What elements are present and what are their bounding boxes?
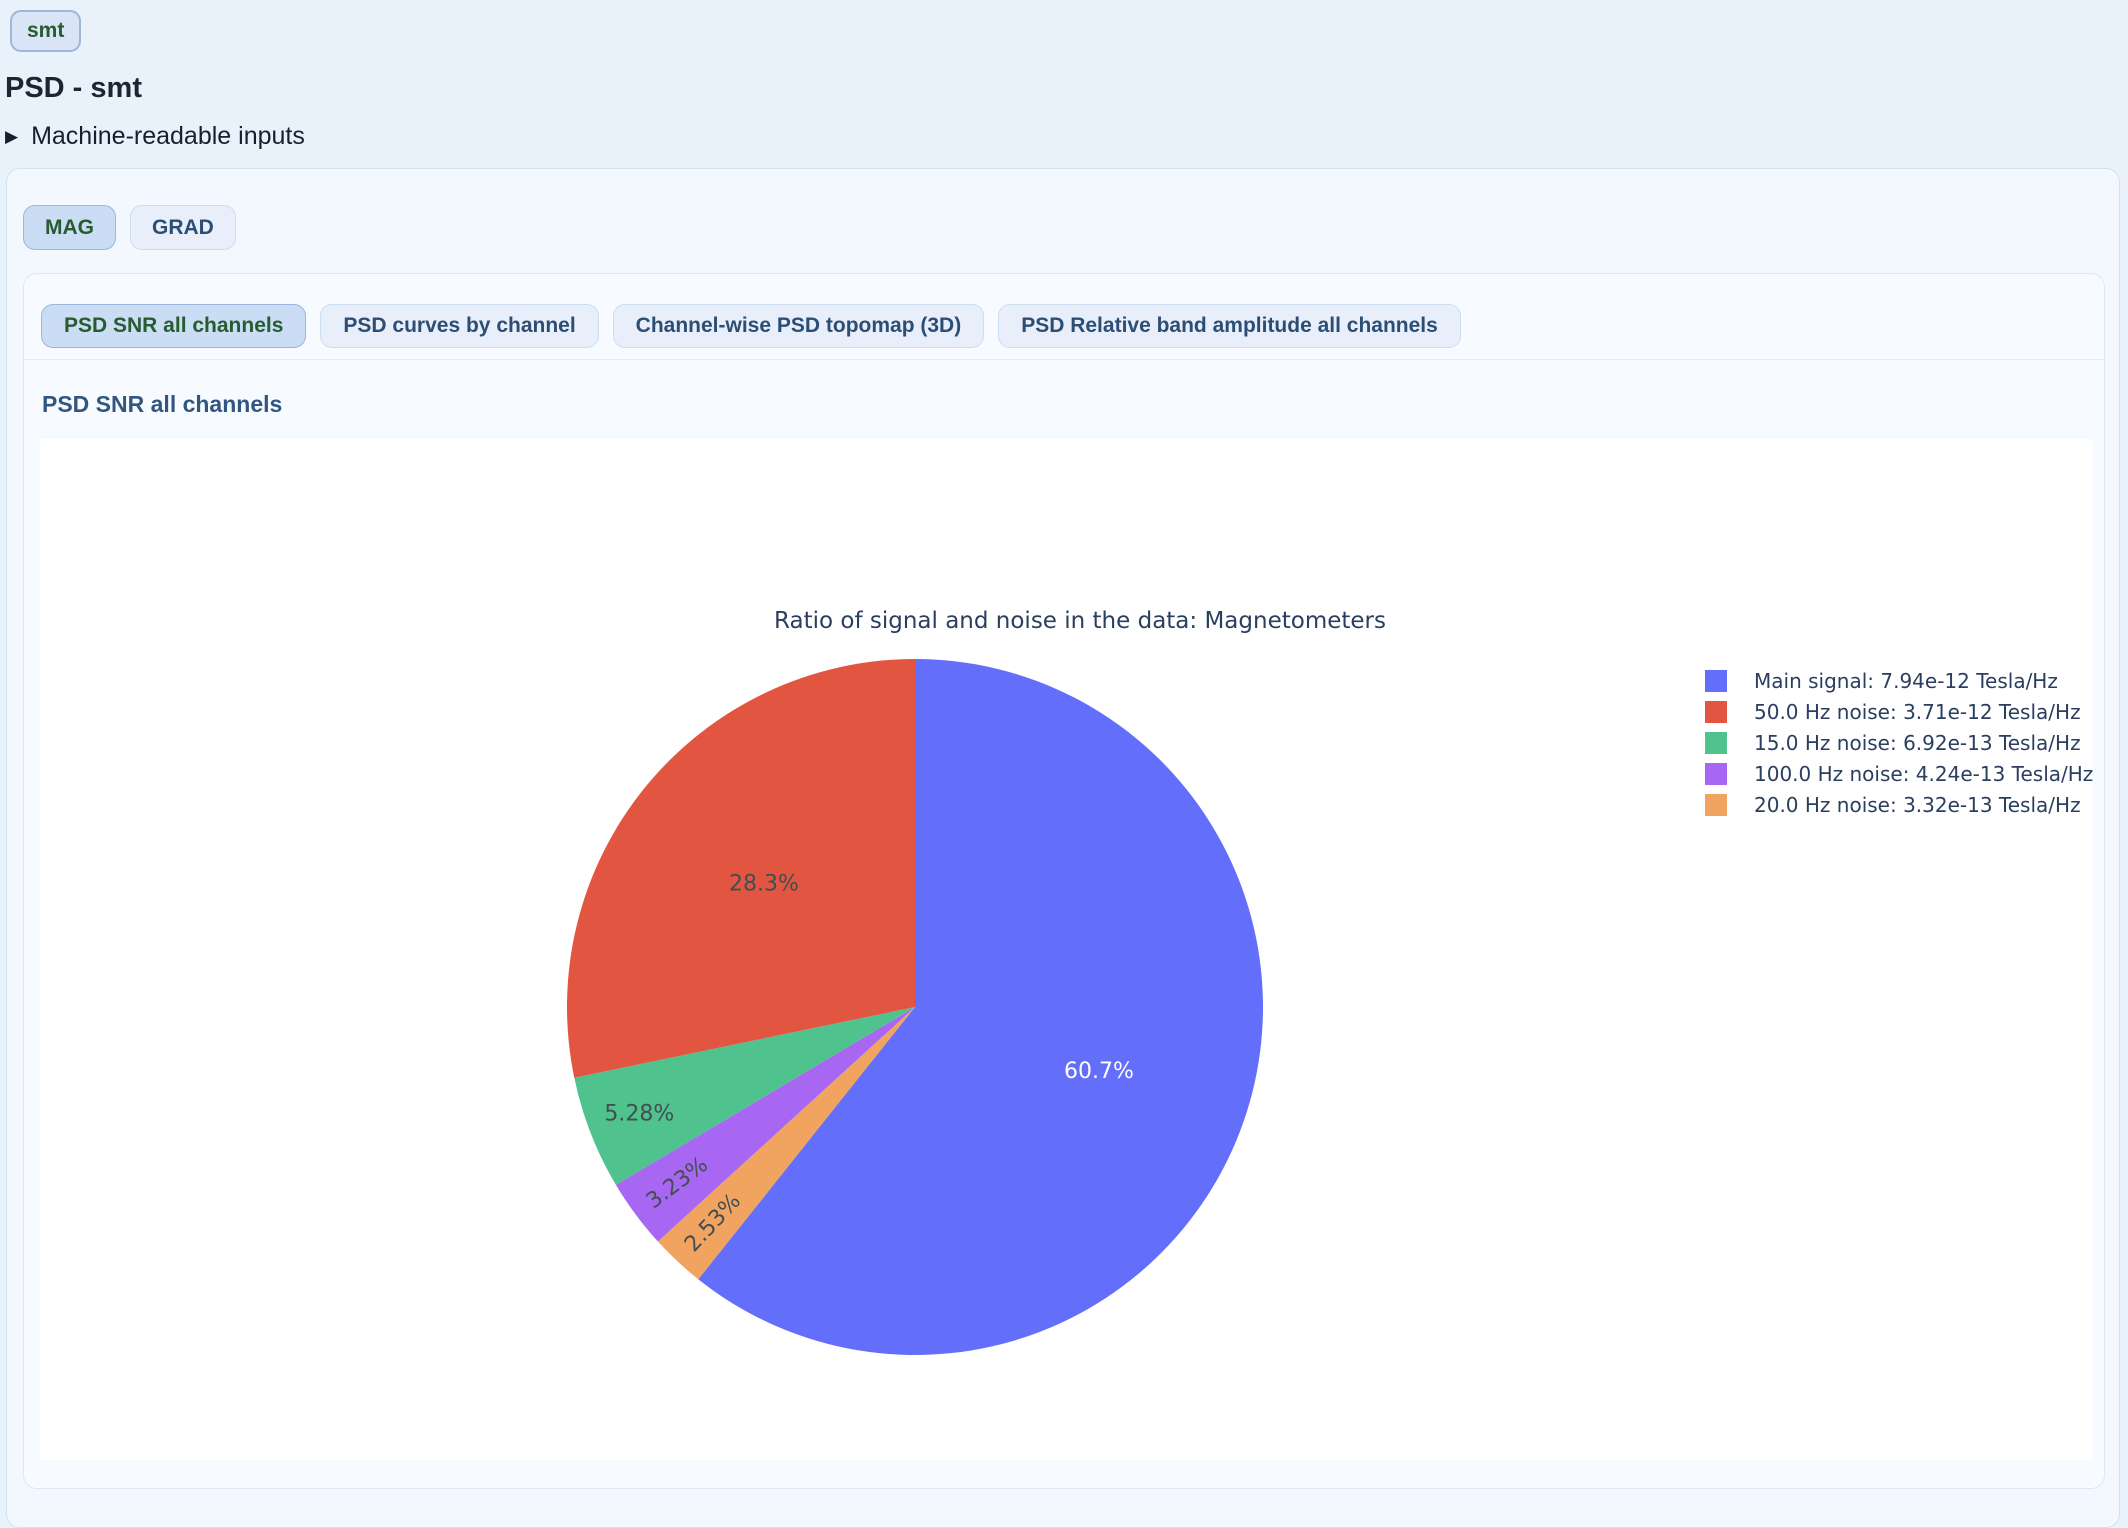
legend-swatch-icon [1705,700,1727,723]
view-tabs: PSD SNR all channels PSD curves by chann… [41,304,1461,348]
tab-psd-curves-by-channel[interactable]: PSD curves by channel [320,304,599,348]
pie-slice[interactable] [615,1007,915,1242]
legend-item[interactable]: Main signal: 7.94e-12 Tesla/Hz [1705,665,2093,696]
tab-mag[interactable]: MAG [23,205,116,250]
pie-slice[interactable] [698,659,1264,1355]
machine-readable-inputs-label: Machine-readable inputs [31,122,305,150]
report-section-badge[interactable]: smt [10,10,82,52]
section-heading: PSD SNR all channels [42,391,283,417]
legend-item[interactable]: 15.0 Hz noise: 6.92e-13 Tesla/Hz [1705,727,2093,758]
mag-panel: PSD SNR all channels PSD curves by chann… [23,273,2105,1489]
pie-slice[interactable] [574,1007,915,1185]
view-tabs-toolbar: PSD SNR all channels PSD curves by chann… [24,274,2104,360]
legend-swatch-icon [1705,731,1727,754]
channel-type-tabs: MAG GRAD [23,205,236,250]
legend-swatch-icon [1705,669,1727,692]
tab-channel-wise-psd-topomap-3d[interactable]: Channel-wise PSD topomap (3D) [612,304,985,348]
machine-readable-inputs-summary[interactable]: ▶ Machine-readable inputs [5,122,305,151]
legend-item[interactable]: 50.0 Hz noise: 3.71e-12 Tesla/Hz [1705,696,2093,727]
chart-legend: Main signal: 7.94e-12 Tesla/Hz 50.0 Hz no… [1705,665,2093,820]
legend-label: 100.0 Hz noise: 4.24e-13 Tesla/Hz [1754,761,2094,786]
pie-slice[interactable] [657,1007,915,1280]
legend-label: Main signal: 7.94e-12 Tesla/Hz [1754,668,2058,693]
pie-chart-svg: 60.7%2.53%3.23%5.28%28.3% [566,659,1264,1355]
pie-chart-figure: Ratio of signal and noise in the data: M… [40,439,2093,1460]
legend-swatch-icon [1705,793,1727,816]
content-card: MAG GRAD PSD SNR all channels PSD curves… [6,168,2120,1528]
pie-slice[interactable] [566,659,916,1078]
tab-psd-snr-all-channels[interactable]: PSD SNR all channels [41,304,307,348]
legend-item[interactable]: 20.0 Hz noise: 3.32e-13 Tesla/Hz [1705,789,2093,820]
legend-item[interactable]: 100.0 Hz noise: 4.24e-13 Tesla/Hz [1705,758,2093,789]
legend-label: 20.0 Hz noise: 3.32e-13 Tesla/Hz [1754,792,2081,817]
legend-label: 15.0 Hz noise: 6.92e-13 Tesla/Hz [1754,730,2081,755]
pie-slice-label: 60.7% [1064,1059,1134,1084]
pie-slice-label: 28.3% [729,871,799,896]
pie-slice-label: 5.28% [604,1102,674,1127]
page-title: PSD - smt [5,72,142,104]
disclosure-triangle-icon: ▶ [5,126,19,146]
tab-psd-relative-band-amplitude[interactable]: PSD Relative band amplitude all channels [998,304,1461,348]
chart-title: Ratio of signal and noise in the data: M… [774,608,1386,634]
tab-grad[interactable]: GRAD [130,205,236,250]
legend-swatch-icon [1705,762,1727,785]
legend-label: 50.0 Hz noise: 3.71e-12 Tesla/Hz [1754,699,2081,724]
